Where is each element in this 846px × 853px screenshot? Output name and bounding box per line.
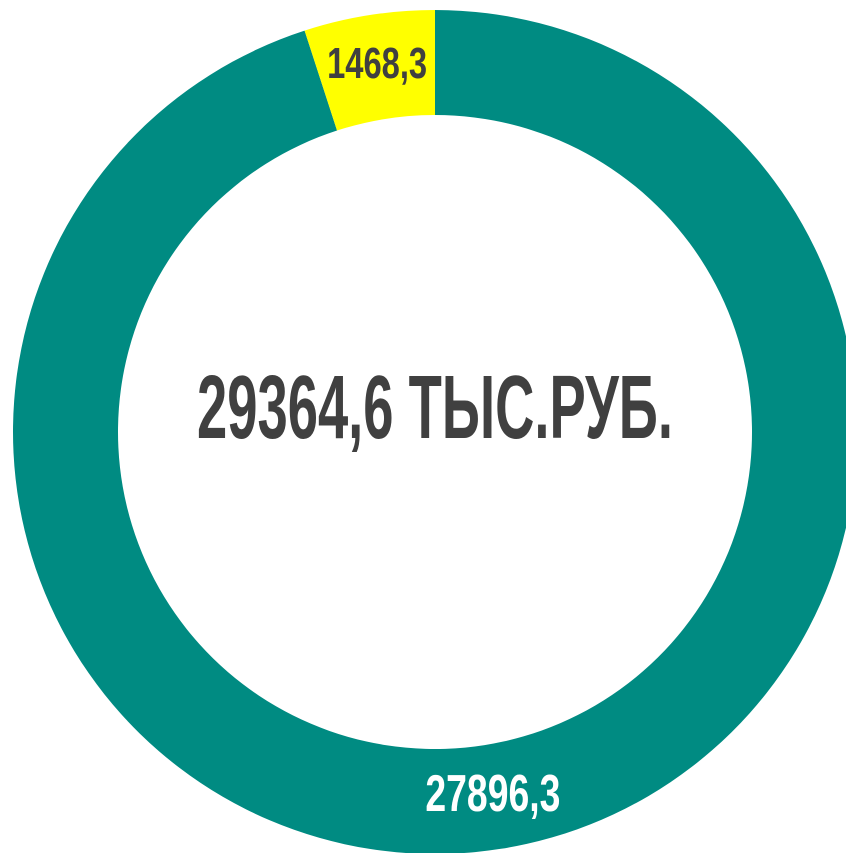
value-label: 27896,3 <box>425 765 560 823</box>
center-label: 29364,6 ТЫС.РУБ. <box>197 358 673 458</box>
ring <box>13 10 846 853</box>
slice <box>304 10 435 131</box>
value-label: 1468,3 <box>327 39 427 88</box>
